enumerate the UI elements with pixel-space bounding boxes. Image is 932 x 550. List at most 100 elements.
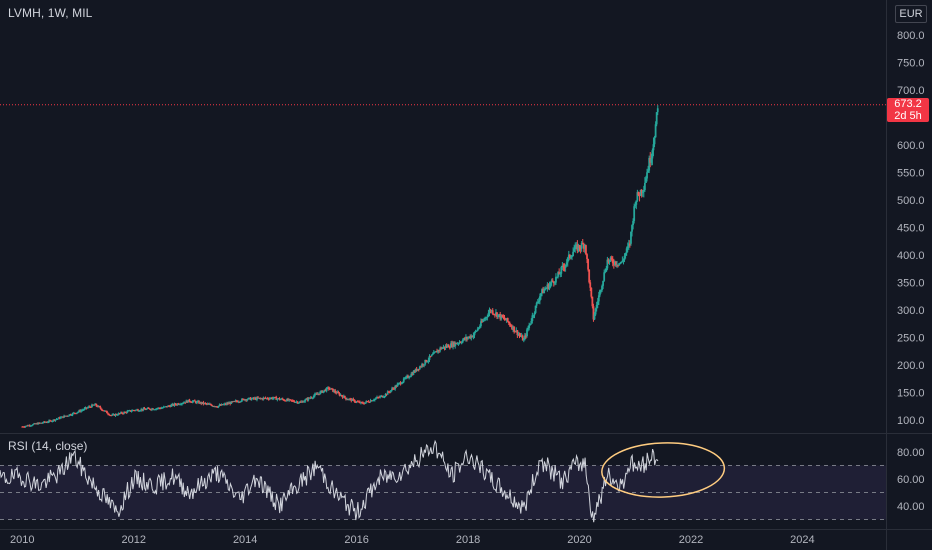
candle-body xyxy=(100,408,103,411)
candle-body xyxy=(399,382,402,385)
candle-body xyxy=(164,406,167,408)
candle-body xyxy=(558,272,561,275)
candle-body xyxy=(147,407,150,409)
candle-body xyxy=(268,398,271,400)
candle-body xyxy=(250,398,253,401)
candle-body xyxy=(518,334,521,336)
candle-body xyxy=(102,410,105,412)
candle-body xyxy=(181,403,183,405)
candle-body xyxy=(345,397,347,400)
candle-body xyxy=(286,398,288,402)
candle-body xyxy=(368,402,371,404)
candle-body xyxy=(593,314,596,320)
candle-body xyxy=(220,404,223,406)
candle-body xyxy=(291,400,294,402)
candle-body xyxy=(405,376,407,379)
candle-body xyxy=(88,406,91,408)
candle-body xyxy=(621,260,624,262)
candle-body xyxy=(492,313,495,315)
candle-body xyxy=(635,200,638,205)
candle-body xyxy=(445,345,448,348)
candle-body xyxy=(642,189,645,192)
candle-body xyxy=(339,394,342,396)
candle-body xyxy=(263,397,266,399)
candle-body xyxy=(34,423,37,425)
candle-body xyxy=(617,264,619,266)
candle-body xyxy=(42,421,45,423)
candle-body xyxy=(260,398,263,400)
candle-body xyxy=(351,398,354,401)
candle-body xyxy=(211,405,213,407)
candle-body xyxy=(92,404,94,406)
candle-body xyxy=(162,406,165,408)
candle-body xyxy=(384,393,387,397)
candle-body xyxy=(115,414,118,416)
candle-body xyxy=(152,408,154,410)
candle-body xyxy=(605,268,608,272)
candle-body xyxy=(439,347,442,351)
price-tick-label: 750.0 xyxy=(897,58,925,70)
candle-body xyxy=(412,371,415,375)
candle-body xyxy=(622,259,625,261)
candle-body xyxy=(388,391,391,393)
candle-body xyxy=(317,393,319,395)
candle-body xyxy=(406,376,408,378)
price-tick-label: 600.0 xyxy=(897,140,925,152)
candle-body xyxy=(78,410,80,412)
candle-body xyxy=(130,410,133,412)
candle-body xyxy=(626,246,629,249)
candle-body xyxy=(478,326,481,328)
candle-body xyxy=(271,397,273,399)
candle-body xyxy=(552,281,555,284)
candle-body xyxy=(379,396,382,398)
candle-body xyxy=(174,403,177,405)
candle-body xyxy=(466,337,468,339)
candle-body xyxy=(415,368,418,371)
candle-body xyxy=(239,401,242,403)
candle-body xyxy=(493,314,496,316)
last-price-countdown: 2d 5h xyxy=(894,110,922,122)
candle-body xyxy=(468,336,471,338)
candle-body xyxy=(402,378,405,382)
candle-body xyxy=(438,350,441,352)
candle-body xyxy=(264,397,267,399)
candle-body xyxy=(235,400,238,402)
candle-body xyxy=(641,191,644,194)
candle-body xyxy=(154,409,157,411)
candle-body xyxy=(604,271,607,273)
candle-body xyxy=(473,332,476,336)
candle-body xyxy=(570,257,572,259)
candle-body xyxy=(587,259,589,270)
candle-body xyxy=(531,315,534,322)
candle-body xyxy=(168,405,170,407)
candle-body xyxy=(186,400,189,403)
candle-body xyxy=(409,376,412,378)
candle-body xyxy=(565,262,568,265)
candle-body xyxy=(623,255,626,260)
candle-body xyxy=(503,317,506,320)
currency-button[interactable]: EUR xyxy=(895,5,927,23)
candle-body xyxy=(613,261,616,265)
candle-body xyxy=(261,398,264,400)
candle-body xyxy=(400,383,403,385)
candle-body xyxy=(442,346,445,348)
candle-body xyxy=(133,410,136,412)
candle-body xyxy=(525,335,527,337)
candle-body xyxy=(139,410,142,412)
candle-body xyxy=(557,272,559,277)
candle-body xyxy=(26,425,29,427)
candle-body xyxy=(188,399,191,402)
candle-body xyxy=(124,411,127,413)
candle-body xyxy=(497,314,499,318)
candle-body xyxy=(160,407,163,409)
candle-body xyxy=(313,394,316,396)
candle-body xyxy=(63,415,65,418)
candle-body xyxy=(332,388,334,392)
candle-body xyxy=(609,257,612,260)
candle-body xyxy=(645,178,647,183)
candle-body xyxy=(104,410,107,412)
candle-body xyxy=(601,285,603,291)
price-tick-label: 150.0 xyxy=(897,388,925,400)
candle-body xyxy=(28,425,31,427)
